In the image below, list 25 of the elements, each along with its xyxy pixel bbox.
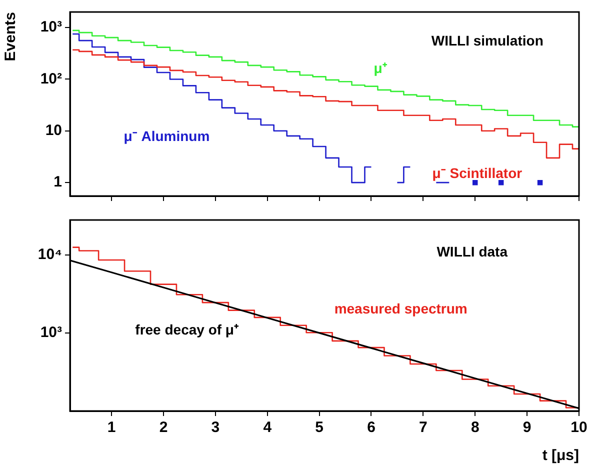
- x-tick-label: 4: [263, 419, 272, 436]
- x-axis-title: t [μs]: [542, 447, 579, 464]
- x-tick-label: 10: [570, 419, 588, 436]
- series-label: free decay of μ⁺: [135, 322, 239, 338]
- y-tick-label: 10²: [40, 70, 62, 88]
- x-tick-label: 1: [107, 419, 116, 436]
- annotation: WILLI simulation: [431, 32, 544, 48]
- y-axis-title: Events: [2, 12, 20, 62]
- series-label: measured spectrum: [334, 300, 468, 317]
- x-tick-label: 2: [159, 419, 168, 436]
- series-label: μ⁻ Scintillator: [432, 164, 523, 181]
- x-tick-label: 6: [367, 419, 376, 436]
- series-label: μ⁻ Aluminum: [124, 128, 210, 144]
- y-tick-label: 10³: [40, 18, 62, 36]
- y-tick-label: 10³: [40, 324, 62, 342]
- x-tick-label: 7: [419, 419, 428, 436]
- x-tick-label: 5: [315, 419, 324, 436]
- x-tick-label: 8: [470, 419, 480, 436]
- annotation: WILLI data: [436, 243, 508, 260]
- y-tick-label: 10⁴: [38, 246, 62, 264]
- x-tick-label: 3: [211, 419, 220, 436]
- series-label: μ⁺: [374, 60, 388, 76]
- x-tick-label: 9: [522, 419, 532, 436]
- y-tick-label: 1: [54, 174, 62, 191]
- y-tick-label: 10: [45, 122, 62, 140]
